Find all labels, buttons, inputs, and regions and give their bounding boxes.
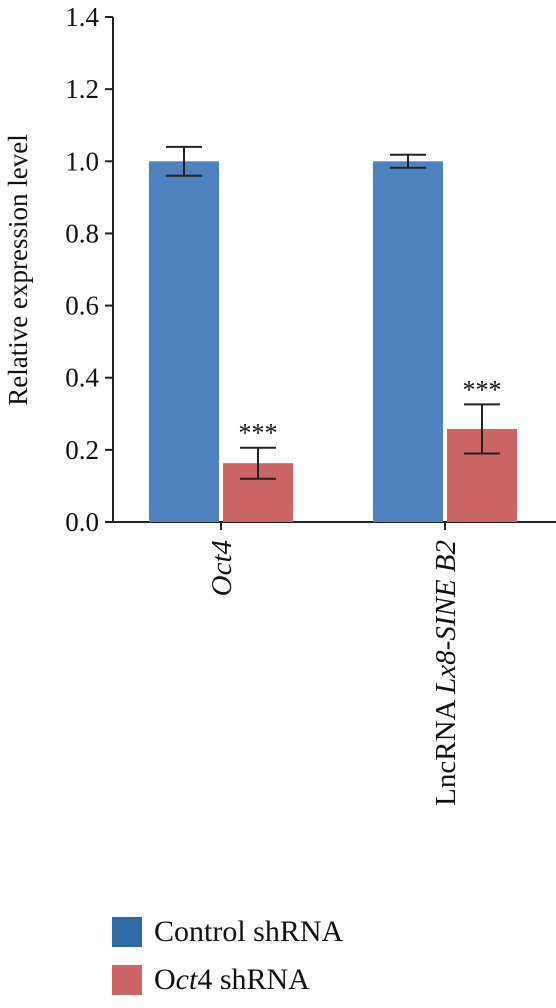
x-tick-label: LncRNA Lx8-SINE B2 bbox=[430, 540, 462, 806]
legend-label-oct4: Oct4 shRNA bbox=[154, 963, 310, 996]
significance-label: *** bbox=[239, 419, 278, 448]
significance-label: *** bbox=[463, 375, 502, 404]
bar bbox=[149, 161, 219, 523]
legend-item-control: Control shRNA bbox=[112, 912, 343, 952]
legend: Control shRNA Oct4 shRNA bbox=[112, 912, 343, 1008]
legend-label-control: Control shRNA bbox=[154, 915, 344, 948]
legend-swatch-oct4 bbox=[112, 965, 142, 995]
y-tick-label: 0.0 bbox=[65, 507, 99, 537]
y-tick-label: 0.6 bbox=[65, 291, 99, 321]
y-tick-label: 1.0 bbox=[65, 146, 99, 176]
y-axis-label: Relative expression level bbox=[3, 134, 33, 405]
y-tick-label: 0.8 bbox=[65, 218, 99, 248]
y-tick-label: 0.2 bbox=[65, 435, 99, 465]
bar-chart: 0.0 0.2 0.4 0.6 0.8 1.0 1.2 1.4 Relative express… bbox=[3, 2, 556, 806]
y-tick-label: 1.4 bbox=[65, 2, 99, 32]
x-tick-label: Oct4 bbox=[206, 540, 238, 596]
legend-item-oct4: Oct4 shRNA bbox=[112, 960, 343, 1000]
y-tick-label: 1.2 bbox=[65, 74, 99, 104]
bar bbox=[373, 161, 443, 523]
y-tick-label: 0.4 bbox=[65, 363, 99, 393]
legend-swatch-control bbox=[112, 917, 142, 947]
